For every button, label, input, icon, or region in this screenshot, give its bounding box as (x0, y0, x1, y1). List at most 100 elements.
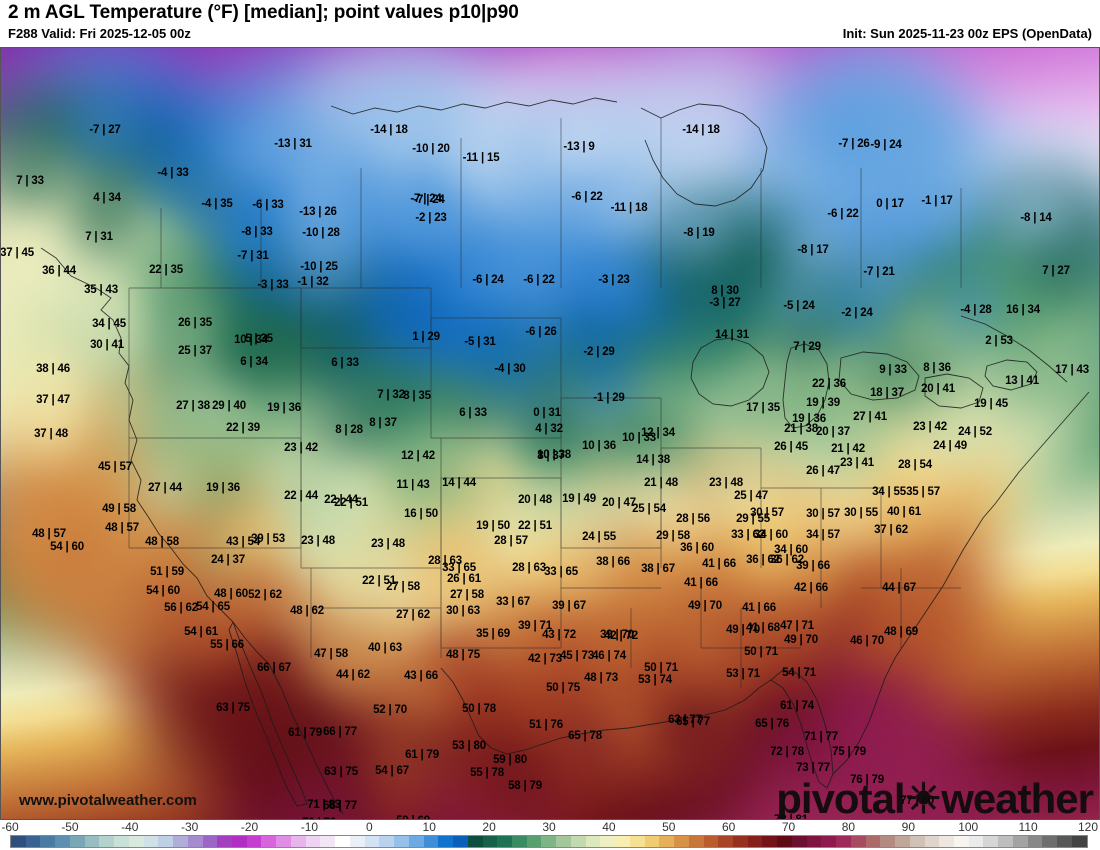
colorbar-swatch (305, 836, 321, 847)
point-value-label: 48 | 75 (446, 649, 480, 661)
point-value-label: 63 | 75 (216, 702, 250, 714)
colorbar-swatch (556, 836, 571, 847)
colorbar-swatch (541, 836, 557, 847)
colorbar-swatch (364, 836, 380, 847)
point-value-label: 63 | 77 (668, 714, 702, 726)
point-value-label: 22 | 36 (812, 378, 846, 390)
point-value-label: 47 | 58 (314, 648, 348, 660)
point-value-label: 66 | 77 (323, 726, 357, 738)
point-value-label: 46 | 74 (592, 650, 626, 662)
colorbar-swatch (335, 836, 350, 847)
colorbar-swatch (453, 836, 468, 847)
point-value-label: 54 | 60 (50, 541, 84, 553)
point-value-label: -14 | 18 (370, 124, 408, 136)
point-value-label: -1 | 32 (297, 276, 329, 288)
point-value-label: -13 | 26 (299, 206, 337, 218)
point-value-label: 49 | 70 (688, 600, 722, 612)
point-value-label: 49 | 70 (726, 624, 760, 636)
point-value-label: 41 | 66 (702, 558, 736, 570)
point-value-label: 55 | 66 (210, 639, 244, 651)
colorbar-swatch (526, 836, 542, 847)
colorbar-tick: 100 (958, 820, 979, 834)
point-value-label: 61 | 79 (405, 749, 439, 761)
point-value-label: 48 | 73 (584, 672, 618, 684)
point-value-label: 34 | 57 (806, 529, 840, 541)
colorbar-swatch (600, 836, 616, 847)
point-value-label: 0 | 31 (533, 407, 561, 419)
point-value-label: 39 | 67 (552, 600, 586, 612)
colorbar-swatch (349, 836, 365, 847)
point-value-label: 73 | 77 (796, 762, 830, 774)
point-value-label: -14 | 18 (682, 124, 720, 136)
point-value-label: 35 | 57 (906, 486, 940, 498)
point-value-label: -6 | 22 (827, 208, 859, 220)
point-value-label: 13 | 41 (1005, 375, 1039, 387)
point-value-label: 5 | 35 (245, 333, 273, 345)
point-value-label: 58 | 79 (508, 780, 542, 792)
point-value-label: 7 | 29 (793, 341, 821, 353)
point-value-label: 51 | 76 (529, 719, 563, 731)
colorbar-swatch (836, 836, 851, 847)
point-value-label: 40 | 61 (887, 506, 921, 518)
colorbar-swatch (791, 836, 807, 847)
point-value-label: 28 | 63 (512, 562, 546, 574)
point-value-label: 68 | 77 (323, 800, 357, 812)
colorbar-swatch (173, 836, 188, 847)
colorbar-swatch (821, 836, 837, 847)
temperature-core-blob (426, 103, 536, 213)
point-value-label: 4 | 34 (93, 192, 121, 204)
colorbar-tick: -50 (61, 820, 79, 834)
point-value-label: -4 | 30 (494, 363, 526, 375)
point-value-label: 16 | 50 (404, 508, 438, 520)
point-value-label: -8 | 17 (797, 244, 829, 256)
colorbar-swatch (570, 836, 586, 847)
colorbar-tick: -40 (121, 820, 139, 834)
point-value-label: -6 | 24 (472, 274, 504, 286)
point-value-label: 56 | 62 (164, 602, 198, 614)
point-value-label: 25 | 47 (734, 490, 768, 502)
point-value-label: 42 | 66 (794, 582, 828, 594)
point-value-label: 26 | 45 (774, 441, 808, 453)
point-value-layer: -7 | 27 7 | 33 4 | 34 -4 | 33 -4 | 35 -6 | 33… (1, 48, 1099, 819)
point-value-label: -8 | 33 (241, 226, 273, 238)
temperature-core-blob (408, 600, 518, 710)
colorbar-swatch (674, 836, 689, 847)
point-value-label: 30 | 57 (750, 507, 784, 519)
point-value-label: 12 | 42 (401, 450, 435, 462)
point-value-label: 23 | 48 (371, 538, 405, 550)
point-value-label: 36 | 62 (770, 554, 804, 566)
point-value-label: 75 | 79 (832, 746, 866, 758)
point-value-label: 51 | 59 (150, 566, 184, 578)
point-value-label: 20 | 41 (921, 383, 955, 395)
point-value-label: 22 | 39 (226, 422, 260, 434)
point-value-label: 48 | 69 (884, 626, 918, 638)
page-title: 2 m AGL Temperature (°F) [median]; point… (8, 2, 519, 23)
logo-text-right: weather (941, 775, 1094, 820)
point-value-label: 18 | 37 (870, 387, 904, 399)
colorbar-swatch (1027, 836, 1043, 847)
point-value-label: 43 | 66 (404, 670, 438, 682)
point-value-label: 22 | 44 (324, 494, 358, 506)
colorbar-swatch (615, 836, 630, 847)
colorbar-swatch (939, 836, 954, 847)
point-value-label: 49 | 58 (102, 503, 136, 515)
colorbar-swatch (777, 836, 792, 847)
colorbar-gradient[interactable] (10, 835, 1088, 848)
point-value-label: 8 | 30 (711, 285, 739, 297)
colorbar-swatch (11, 836, 26, 847)
point-value-label: 27 | 58 (386, 581, 420, 593)
point-value-label: 50 | 78 (462, 703, 496, 715)
colorbar-swatch (187, 836, 203, 847)
point-value-label: 10 | 33 (622, 432, 656, 444)
colorbar-tick: 120 (1077, 820, 1099, 834)
point-value-label: 21 | 38 (784, 423, 818, 435)
map-viewport[interactable]: -7 | 27 7 | 33 4 | 34 -4 | 33 -4 | 35 -6 | 33… (0, 47, 1100, 820)
point-value-label: 65 | 76 (755, 718, 789, 730)
point-value-label: 25 | 54 (632, 503, 666, 515)
point-value-label: -2 | 24 (841, 307, 873, 319)
point-value-label: 10 | 34 (234, 334, 268, 346)
point-value-label: 19 | 49 (562, 493, 596, 505)
point-value-label: 71 | 83 (307, 799, 341, 811)
point-value-label: 45 | 57 (98, 461, 132, 473)
point-value-label: -1 | 17 (921, 195, 953, 207)
